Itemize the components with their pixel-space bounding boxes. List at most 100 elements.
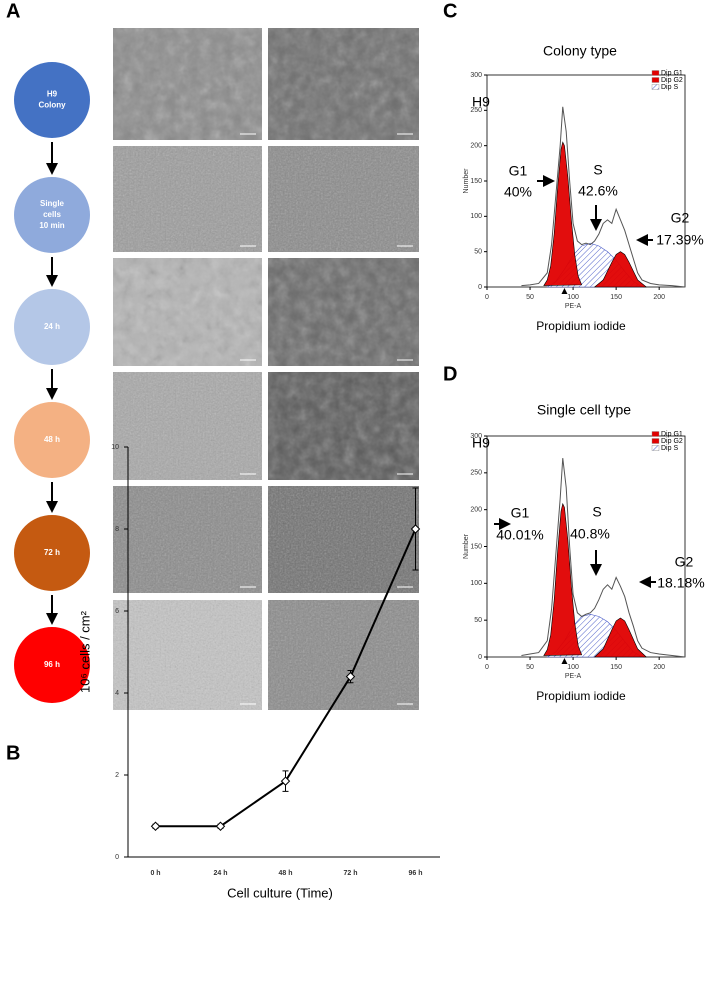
legend-label: Dip G2 bbox=[661, 438, 683, 445]
micrograph-texture bbox=[113, 146, 262, 252]
y-tick-label: 50 bbox=[474, 249, 482, 256]
chart-title: Single cell type bbox=[537, 402, 631, 418]
legend-swatch bbox=[651, 431, 660, 437]
step-circle bbox=[14, 177, 90, 253]
x-tick-label: 72 h bbox=[343, 870, 357, 877]
panel-label: A bbox=[6, 0, 20, 22]
annotation: 17.39% bbox=[656, 232, 703, 248]
y-tick-label: 0 bbox=[478, 654, 482, 661]
annotation: G2 bbox=[675, 554, 694, 570]
annotation: 40% bbox=[504, 184, 532, 200]
x-tick-label: 0 bbox=[485, 294, 489, 301]
micrograph-texture bbox=[113, 600, 262, 710]
micrograph-texture bbox=[268, 372, 419, 480]
annotation: G2 bbox=[671, 210, 690, 226]
y-tick-label: 200 bbox=[470, 507, 482, 514]
y-tick-label: 250 bbox=[470, 107, 482, 114]
step-label: 10 min bbox=[39, 221, 64, 230]
marker bbox=[410, 524, 421, 534]
marker bbox=[280, 776, 291, 786]
chart-title: Colony type bbox=[543, 43, 617, 59]
x-axis-label: PE-A bbox=[565, 673, 582, 680]
y-tick-label: 300 bbox=[470, 433, 482, 440]
legend-label: Dip S bbox=[661, 84, 678, 91]
legend-swatch bbox=[651, 445, 660, 451]
step-circle bbox=[14, 289, 90, 365]
micrograph-texture bbox=[113, 258, 262, 366]
x-tick-label: 24 h bbox=[213, 870, 227, 877]
panel-label: D bbox=[443, 363, 457, 385]
y-tick-label: 200 bbox=[470, 143, 482, 150]
step-label: Colony bbox=[38, 101, 66, 110]
x-tick-label: 100 bbox=[567, 294, 579, 301]
annotation: 42.6% bbox=[578, 183, 618, 199]
y-tick-label: 4 bbox=[115, 690, 119, 697]
step-circle bbox=[14, 627, 90, 703]
step-circle bbox=[14, 402, 90, 478]
x-tick-label: 150 bbox=[610, 664, 622, 671]
histogram-line bbox=[521, 106, 686, 288]
marker bbox=[150, 821, 161, 831]
y-tick-label: 10 bbox=[111, 444, 119, 451]
component-area bbox=[593, 617, 648, 658]
x-tick-label: 50 bbox=[526, 294, 534, 301]
x-tick-label: 0 bbox=[485, 664, 489, 671]
y-tick-label: 150 bbox=[470, 178, 482, 185]
annotation: 40.8% bbox=[570, 526, 610, 542]
micrograph-texture bbox=[268, 258, 419, 366]
y-tick-label: 0 bbox=[478, 284, 482, 291]
x-tick-label: 150 bbox=[610, 294, 622, 301]
y-tick-label: 100 bbox=[470, 580, 482, 587]
y-axis-label: Number bbox=[463, 168, 470, 194]
micrograph-texture bbox=[268, 486, 419, 593]
peak-marker bbox=[561, 658, 568, 664]
step-circle bbox=[14, 62, 90, 138]
x-tick-label: 100 bbox=[567, 664, 579, 671]
legend-swatch bbox=[651, 70, 660, 76]
step-label: 96 h bbox=[44, 660, 60, 669]
y-tick-label: 300 bbox=[470, 72, 482, 79]
component-area bbox=[593, 251, 648, 288]
annotation: G1 bbox=[509, 163, 528, 179]
step-label: cells bbox=[43, 210, 61, 219]
legend-swatch bbox=[651, 77, 660, 83]
annotation: 40.01% bbox=[496, 527, 543, 543]
x-tick-label: 200 bbox=[653, 664, 665, 671]
x-axis-label: PE-A bbox=[565, 303, 582, 310]
legend-swatch bbox=[651, 84, 660, 90]
micrograph-texture bbox=[113, 28, 262, 140]
legend-swatch bbox=[651, 438, 660, 444]
sample-label: H9 bbox=[472, 435, 490, 451]
step-label: 72 h bbox=[44, 548, 60, 557]
legend-label: Dip G1 bbox=[661, 431, 683, 438]
axis-title: Propidium iodide bbox=[536, 689, 626, 703]
annotation: G1 bbox=[511, 505, 530, 521]
annotation: S bbox=[593, 162, 602, 178]
micrograph-texture bbox=[268, 600, 419, 710]
step-circle bbox=[14, 515, 90, 591]
x-tick-label: 50 bbox=[526, 664, 534, 671]
step-label: 48 h bbox=[44, 435, 60, 444]
y-tick-label: 0 bbox=[115, 854, 119, 861]
y-axis-label: Number bbox=[463, 533, 470, 559]
micrographs bbox=[113, 28, 419, 710]
component-area bbox=[543, 141, 583, 286]
y-axis-label: 10⁶ cells / cm² bbox=[77, 610, 92, 693]
step-label: 24 h bbox=[44, 322, 60, 331]
y-tick-label: 150 bbox=[470, 543, 482, 550]
legend-label: Dip S bbox=[661, 445, 678, 452]
y-tick-label: 50 bbox=[474, 617, 482, 624]
marker bbox=[345, 671, 356, 682]
annotation: S bbox=[592, 504, 601, 520]
histogram-line bbox=[521, 458, 686, 658]
y-tick-label: 100 bbox=[470, 213, 482, 220]
micrograph-texture bbox=[268, 28, 419, 140]
panel-label: B bbox=[6, 742, 20, 764]
marker bbox=[215, 821, 226, 831]
x-tick-label: 96 h bbox=[408, 870, 422, 877]
legend-label: Dip G2 bbox=[661, 77, 683, 84]
micrograph-texture bbox=[113, 486, 262, 593]
y-tick-label: 2 bbox=[115, 772, 119, 779]
annotation: 18.18% bbox=[657, 575, 704, 591]
